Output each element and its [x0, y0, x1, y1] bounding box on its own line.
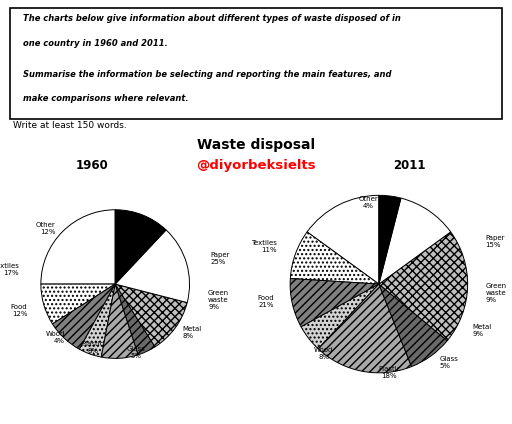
Text: Write at least 150 words.: Write at least 150 words. — [13, 121, 126, 130]
Wedge shape — [41, 284, 115, 324]
Text: The charts below give information about different types of waste disposed of in: The charts below give information about … — [23, 14, 400, 23]
Text: Other
12%: Other 12% — [36, 222, 56, 235]
Wedge shape — [318, 284, 412, 373]
Text: Paper
15%: Paper 15% — [485, 235, 505, 248]
Text: Green
waste
9%: Green waste 9% — [208, 290, 229, 310]
Wedge shape — [115, 210, 166, 284]
Text: make comparisons where relevant.: make comparisons where relevant. — [23, 95, 188, 103]
Text: Waste disposal: Waste disposal — [197, 138, 315, 152]
Wedge shape — [101, 284, 138, 358]
Text: Glass
5%: Glass 5% — [439, 356, 458, 369]
Wedge shape — [307, 195, 379, 284]
Text: Metal
8%: Metal 8% — [182, 326, 201, 339]
Wedge shape — [290, 232, 379, 284]
Text: Paper
25%: Paper 25% — [210, 251, 230, 265]
Wedge shape — [79, 284, 115, 357]
Wedge shape — [52, 284, 115, 349]
Text: Green
waste
9%: Green waste 9% — [485, 283, 506, 303]
Text: Textiles
11%: Textiles 11% — [251, 240, 277, 253]
Text: Plastic
18%: Plastic 18% — [378, 366, 401, 379]
Wedge shape — [290, 279, 379, 327]
Wedge shape — [115, 284, 155, 355]
Text: 1960: 1960 — [76, 159, 109, 172]
Text: Plastic
8%: Plastic 8% — [81, 341, 104, 354]
Text: 2011: 2011 — [393, 159, 426, 172]
Text: Food
21%: Food 21% — [258, 296, 274, 308]
Text: Summarise the information be selecting and reporting the main features, and: Summarise the information be selecting a… — [23, 70, 391, 79]
FancyBboxPatch shape — [10, 8, 502, 119]
Text: Wood
8%: Wood 8% — [314, 347, 333, 360]
Text: @diyorbeksielts: @diyorbeksielts — [196, 159, 316, 172]
Text: Wood
4%: Wood 4% — [45, 331, 65, 344]
Wedge shape — [115, 284, 187, 347]
Wedge shape — [379, 284, 447, 367]
Wedge shape — [41, 210, 115, 284]
Wedge shape — [115, 230, 189, 303]
Wedge shape — [379, 195, 401, 284]
Wedge shape — [301, 284, 379, 349]
Text: Metal
9%: Metal 9% — [472, 324, 492, 337]
Text: Textiles
17%: Textiles 17% — [0, 263, 18, 276]
Text: Glass
5%: Glass 5% — [126, 346, 145, 359]
Text: one country in 1960 and 2011.: one country in 1960 and 2011. — [23, 39, 167, 48]
Wedge shape — [379, 232, 467, 340]
Wedge shape — [379, 198, 451, 284]
Text: Other
4%: Other 4% — [358, 196, 378, 209]
Text: Food
12%: Food 12% — [11, 304, 28, 317]
